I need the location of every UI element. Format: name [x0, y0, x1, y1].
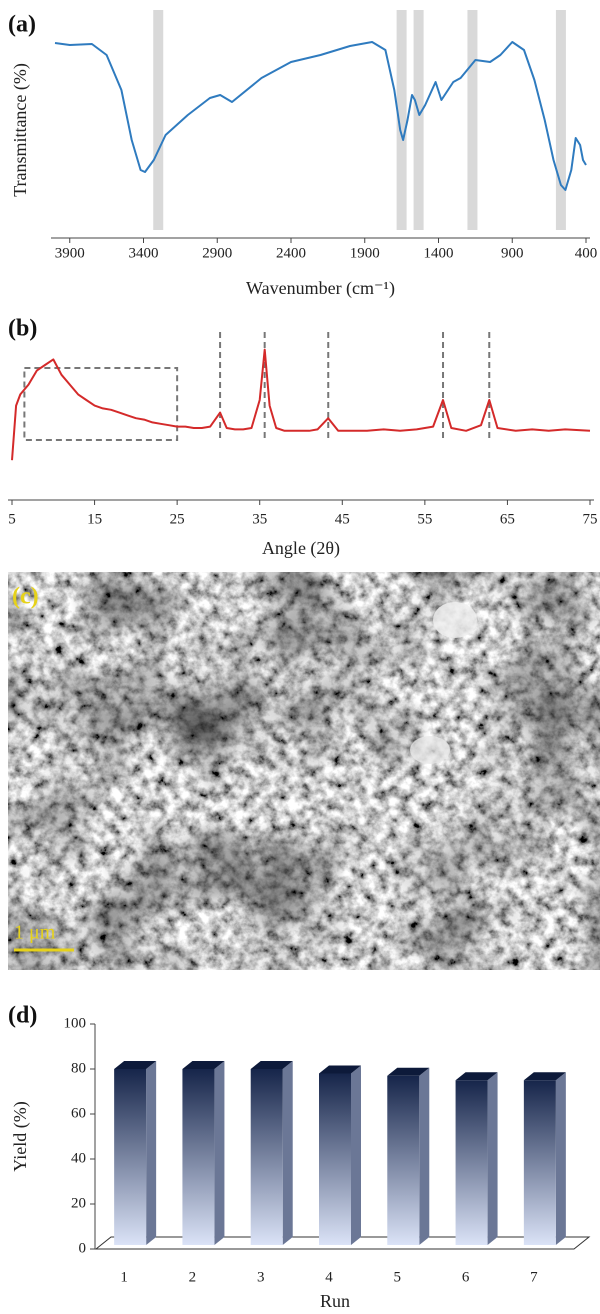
bar-side: [351, 1065, 361, 1245]
bar-top: [319, 1065, 361, 1074]
x-tick-label: 3900: [55, 245, 85, 261]
x-axis-title: Run: [320, 1291, 350, 1311]
y-tick-label: 40: [71, 1150, 86, 1166]
bar-front: [182, 1069, 215, 1245]
bar-top: [250, 1061, 293, 1069]
x-tick-label: 1: [120, 1269, 128, 1285]
y-tick-label: 80: [71, 1060, 86, 1076]
bar-side: [487, 1072, 498, 1245]
y-tick-label: 0: [79, 1240, 87, 1256]
bar-front: [455, 1080, 488, 1245]
bar-side: [555, 1072, 566, 1245]
bar: [319, 1065, 361, 1245]
highlight-band: [467, 10, 478, 230]
highlight-band: [413, 10, 424, 230]
x-tick-label: 5: [394, 1269, 402, 1285]
x-tick-label: 75: [583, 511, 598, 527]
scale-bar-label: 1 μm: [14, 922, 56, 944]
x-tick-label: 3400: [129, 245, 159, 261]
annotation-box: [23, 367, 179, 441]
bar-top: [455, 1072, 498, 1081]
bar: [114, 1061, 157, 1245]
bar-top: [387, 1067, 430, 1076]
y-tick-label: 20: [71, 1195, 86, 1211]
panel-label: (d): [8, 1003, 37, 1029]
x-tick-label: 900: [501, 245, 524, 261]
data-line: [11, 348, 591, 461]
sem-particle: [433, 602, 477, 638]
y-axis-title: Yield (%): [10, 1101, 31, 1171]
x-tick-label: 2: [189, 1269, 197, 1285]
bar-top: [182, 1061, 225, 1069]
bar-front: [319, 1073, 351, 1245]
sem-image: (c) 1 μm: [8, 572, 600, 970]
x-tick-label: 6: [462, 1269, 470, 1285]
bar-top: [114, 1061, 157, 1069]
x-axis-title: Angle (2θ): [262, 538, 340, 559]
highlight-band: [153, 10, 164, 230]
bar: [455, 1072, 498, 1245]
x-tick-label: 5: [8, 511, 16, 527]
panel-label: (c): [12, 584, 39, 610]
x-tick-label: 2400: [276, 245, 306, 261]
panel-label: (a): [8, 12, 36, 38]
bar: [250, 1061, 293, 1245]
bar-front: [523, 1080, 556, 1245]
sem-particle: [410, 736, 450, 764]
bar: [523, 1072, 566, 1245]
y-axis-title: Transmittance (%): [10, 63, 31, 197]
bar-top: [523, 1072, 566, 1081]
highlight-band: [396, 10, 407, 230]
x-tick-label: 2900: [202, 245, 232, 261]
bar: [387, 1067, 430, 1245]
highlight-band: [555, 10, 566, 230]
x-tick-label: 15: [87, 511, 102, 527]
x-tick-label: 400: [575, 245, 598, 261]
bar-side: [419, 1067, 430, 1245]
x-tick-label: 55: [417, 511, 432, 527]
panel-label: (b): [8, 316, 37, 342]
bar-front: [250, 1069, 283, 1245]
x-tick-label: 3: [257, 1269, 265, 1285]
x-tick-label: 65: [500, 511, 515, 527]
bar-front: [387, 1075, 420, 1245]
x-axis-title: Wavenumber (cm⁻¹): [246, 278, 395, 299]
x-tick-label: 7: [530, 1269, 538, 1285]
bar-side: [214, 1061, 225, 1245]
bar-front: [114, 1069, 147, 1245]
x-tick-label: 25: [170, 511, 185, 527]
x-tick-label: 4: [325, 1269, 333, 1285]
x-tick-label: 45: [335, 511, 350, 527]
data-line: [54, 41, 587, 191]
y-tick-label: 100: [64, 1015, 87, 1031]
floor: [94, 1236, 591, 1250]
sem-shadow: [8, 572, 600, 970]
x-tick-label: 1400: [424, 245, 454, 261]
y-tick-label: 60: [71, 1105, 86, 1121]
bar-side: [282, 1061, 293, 1245]
bar-side: [146, 1061, 157, 1245]
bar: [182, 1061, 225, 1245]
x-tick-label: 35: [252, 511, 267, 527]
x-tick-label: 1900: [350, 245, 380, 261]
